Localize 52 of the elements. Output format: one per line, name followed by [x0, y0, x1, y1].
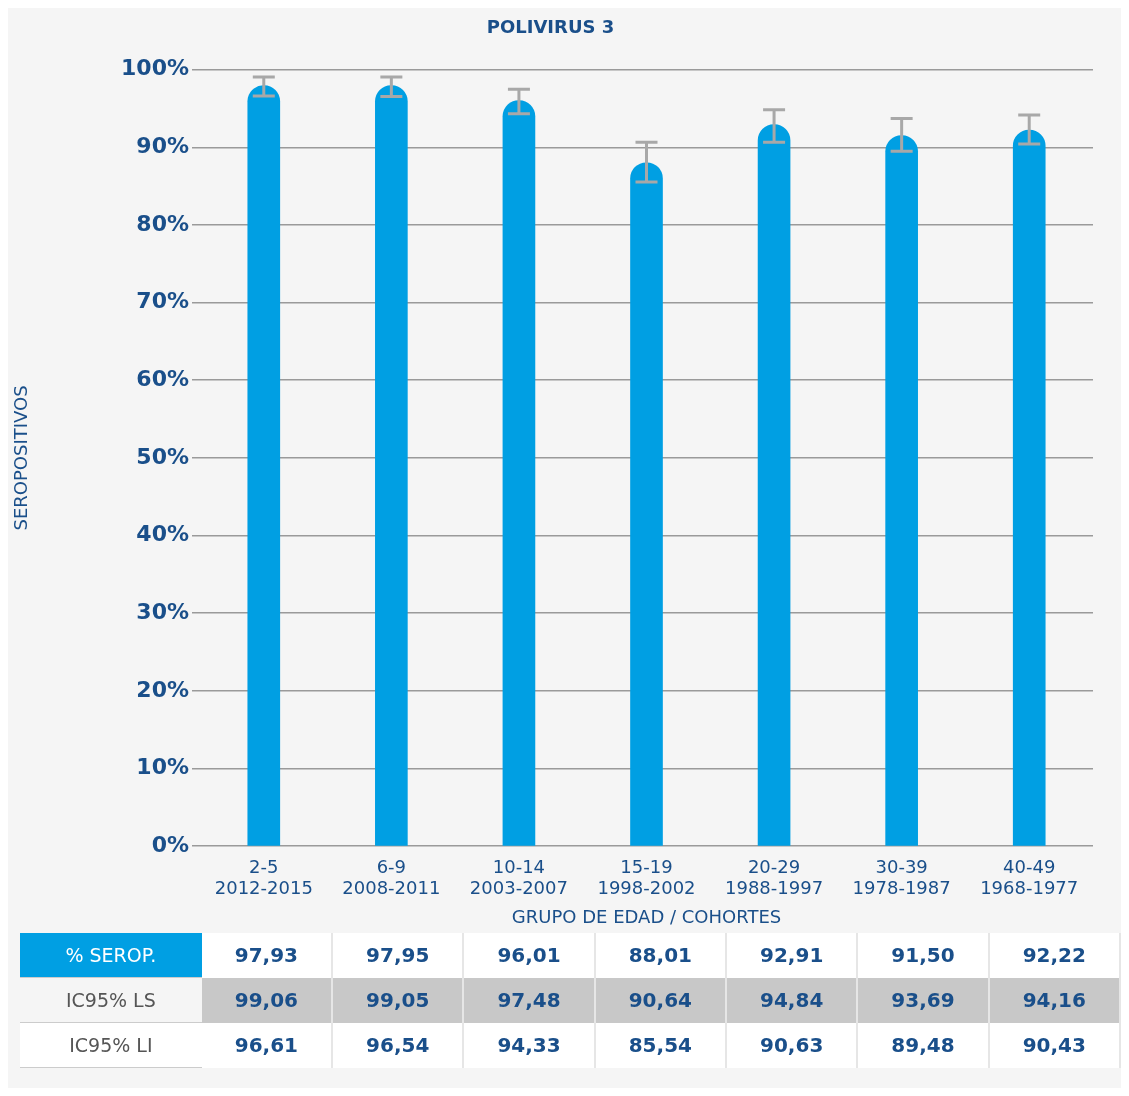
data-label: 88,01 — [594, 933, 726, 978]
y-axis-title: SEROPOSITIVOS — [10, 385, 32, 531]
text: 97,48 — [463, 977, 595, 1023]
x-tick-label: 10-14 2003-2007 — [469, 855, 568, 899]
chart-title: POLIVIRUS 3 — [486, 16, 615, 38]
text: 93,69 — [857, 977, 989, 1023]
y-tick-label: 100% — [121, 55, 189, 81]
x-tick-label: 15-19 1998-2002 — [597, 855, 696, 899]
text: 90,63 — [726, 1022, 858, 1068]
data-label: 92,91 — [726, 933, 858, 978]
bar — [630, 162, 663, 846]
x-tick-label: 30-39 1978-1987 — [852, 855, 951, 899]
y-tick-label: 70% — [136, 288, 189, 314]
y-tick-label: 30% — [136, 598, 189, 624]
y-tick-label: 40% — [136, 521, 189, 547]
text: 99,05 — [332, 977, 464, 1023]
data-label: 91,50 — [857, 933, 989, 978]
y-tick-label: 60% — [136, 365, 189, 391]
bar — [1012, 129, 1046, 846]
y-tick-label: 0% — [151, 831, 189, 857]
y-tick-label: 10% — [136, 754, 189, 780]
data-label: 96,01 — [463, 933, 595, 978]
bar — [375, 85, 408, 846]
data-label: 97,95 — [332, 933, 464, 978]
y-tick-label: 50% — [136, 443, 189, 469]
bar — [502, 100, 536, 846]
text: 96,54 — [332, 1022, 464, 1068]
y-tick-label: 20% — [136, 676, 189, 702]
bar — [885, 135, 918, 846]
text: IC95% LI — [20, 1022, 202, 1068]
text: 89,48 — [857, 1022, 989, 1068]
bar — [247, 85, 281, 846]
text: 94,33 — [463, 1022, 595, 1068]
x-tick-label: 6-9 2008-2011 — [342, 855, 441, 899]
text: 96,61 — [201, 1022, 333, 1068]
x-tick-label: 2-5 2012-2015 — [214, 855, 313, 899]
text: 85,54 — [594, 1022, 726, 1068]
text: % SEROP. — [20, 933, 202, 978]
x-axis-title: GRUPO DE EDAD / COHORTES — [511, 905, 782, 927]
bar — [757, 124, 791, 846]
x-tick-label: 20-29 1988-1997 — [725, 855, 824, 899]
y-tick-label: 80% — [136, 210, 189, 236]
text: 94,84 — [726, 977, 858, 1023]
text: IC95% LS — [20, 977, 202, 1023]
data-label: 97,93 — [201, 933, 333, 978]
y-tick-label: 90% — [136, 132, 189, 158]
x-tick-label: 40-49 1968-1977 — [980, 855, 1079, 899]
text: 90,43 — [988, 1022, 1120, 1068]
text: 99,06 — [201, 977, 333, 1023]
data-label: 92,22 — [988, 933, 1120, 978]
text: 90,64 — [594, 977, 726, 1023]
text: 94,16 — [988, 977, 1120, 1023]
